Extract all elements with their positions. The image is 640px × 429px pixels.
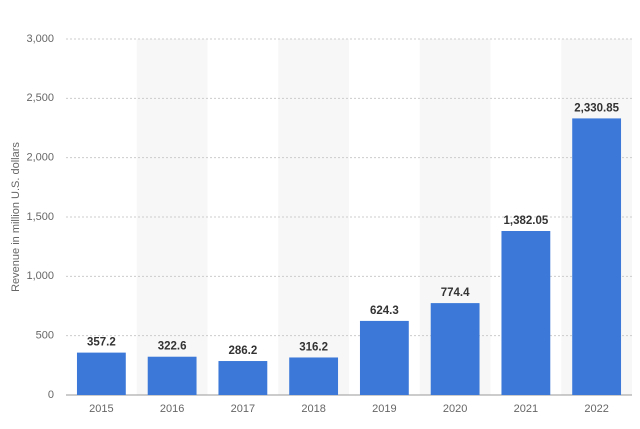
bar [76, 352, 126, 395]
bar [359, 320, 409, 395]
x-tick-label: 2018 [301, 403, 325, 415]
value-label: 624.3 [370, 305, 399, 317]
bar [501, 230, 551, 395]
bar [289, 357, 339, 395]
y-tick-label: 1,500 [26, 211, 54, 223]
bar [218, 361, 268, 395]
bar [572, 118, 622, 396]
bar [147, 356, 197, 395]
x-tick-label: 2019 [372, 403, 396, 415]
y-tick-label: 1,000 [26, 270, 54, 282]
value-label: 322.6 [158, 341, 187, 353]
y-tick-label: 3,000 [26, 33, 54, 45]
x-tick-label: 2021 [514, 403, 538, 415]
x-tick-label: 2022 [584, 403, 608, 415]
y-tick-label: 0 [48, 389, 54, 401]
x-tick-label: 2016 [160, 403, 184, 415]
value-label: 316.2 [299, 342, 328, 354]
value-label: 1,382.05 [503, 215, 548, 227]
x-tick-label: 2015 [89, 403, 113, 415]
y-axis-label: Revenue in million U.S. dollars [10, 142, 22, 292]
value-label: 286.2 [228, 345, 257, 357]
x-tick-label: 2020 [443, 403, 467, 415]
y-tick-label: 500 [36, 330, 54, 342]
x-tick-label: 2017 [231, 403, 255, 415]
value-label: 774.4 [441, 287, 470, 299]
y-tick-label: 2,500 [26, 92, 54, 104]
value-label: 2,330.85 [574, 102, 619, 114]
y-tick-label: 2,000 [26, 152, 54, 164]
value-label: 357.2 [87, 337, 116, 349]
bar [430, 303, 480, 395]
